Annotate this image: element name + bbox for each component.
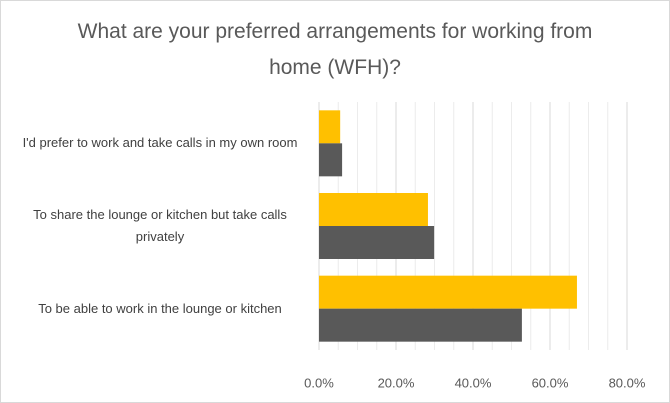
bar [319,275,577,309]
bar [319,193,428,226]
category-label: I'd prefer to work and take calls in my … [22,135,298,151]
bar [319,226,435,259]
category-label: To be able to work in the lounge or kitc… [38,300,282,316]
x-tick-label: 80.0% [609,375,646,390]
bar [319,143,343,177]
x-tick-label: 40.0% [455,375,492,390]
bar [319,110,341,144]
x-tick-label: 60.0% [532,375,569,390]
chart-title: What are your preferred arrangements for… [77,20,593,79]
category-label: To share the lounge or kitchen but take … [33,207,287,244]
bar [319,308,522,342]
x-tick-label: 0.0% [304,375,334,390]
x-tick-label: 20.0% [378,375,415,390]
